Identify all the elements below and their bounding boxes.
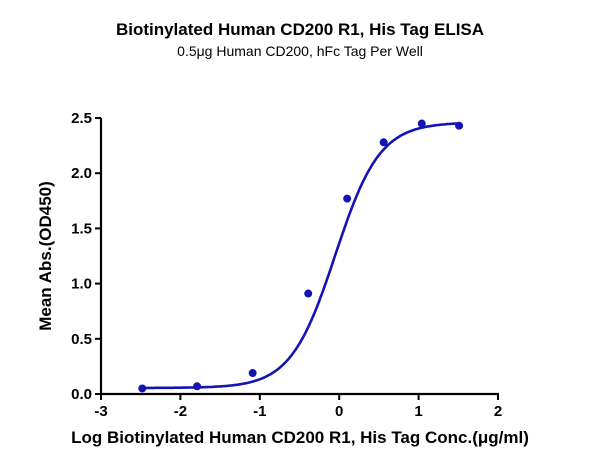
axes: 0.0 0.5 1.0 1.5 2.0 2.5 -3 -2 -1 0 1 2: [71, 110, 502, 420]
x-tick-label: 0: [335, 403, 343, 420]
data-points: [138, 119, 464, 393]
data-point: [248, 369, 257, 378]
x-tick-label: -3: [94, 403, 107, 420]
x-tick-label: 2: [494, 403, 502, 420]
y-tick-label: 1.5: [71, 220, 92, 237]
data-point: [193, 382, 202, 391]
x-tick-label: 1: [414, 403, 422, 420]
data-point: [379, 138, 388, 147]
data-point: [455, 121, 464, 130]
y-tick-label: 2.0: [71, 165, 92, 182]
chart-subtitle: 0.5μg Human CD200, hFc Tag Per Well: [177, 43, 423, 59]
y-tick-label: 0.5: [71, 331, 92, 348]
y-tick-label: 2.5: [71, 110, 92, 127]
y-tick-label: 0.0: [71, 386, 92, 403]
data-point: [304, 289, 313, 298]
x-axis-label: Log Biotinylated Human CD200 R1, His Tag…: [71, 428, 529, 447]
data-point: [417, 119, 426, 128]
y-tick-label: 1.0: [71, 276, 92, 293]
x-tick-label: -1: [253, 403, 266, 420]
chart-title: Biotinylated Human CD200 R1, His Tag ELI…: [115, 20, 485, 39]
x-tick-label: -2: [174, 403, 187, 420]
data-point: [343, 194, 352, 203]
data-point: [138, 384, 147, 393]
fit-curve: [142, 122, 459, 390]
